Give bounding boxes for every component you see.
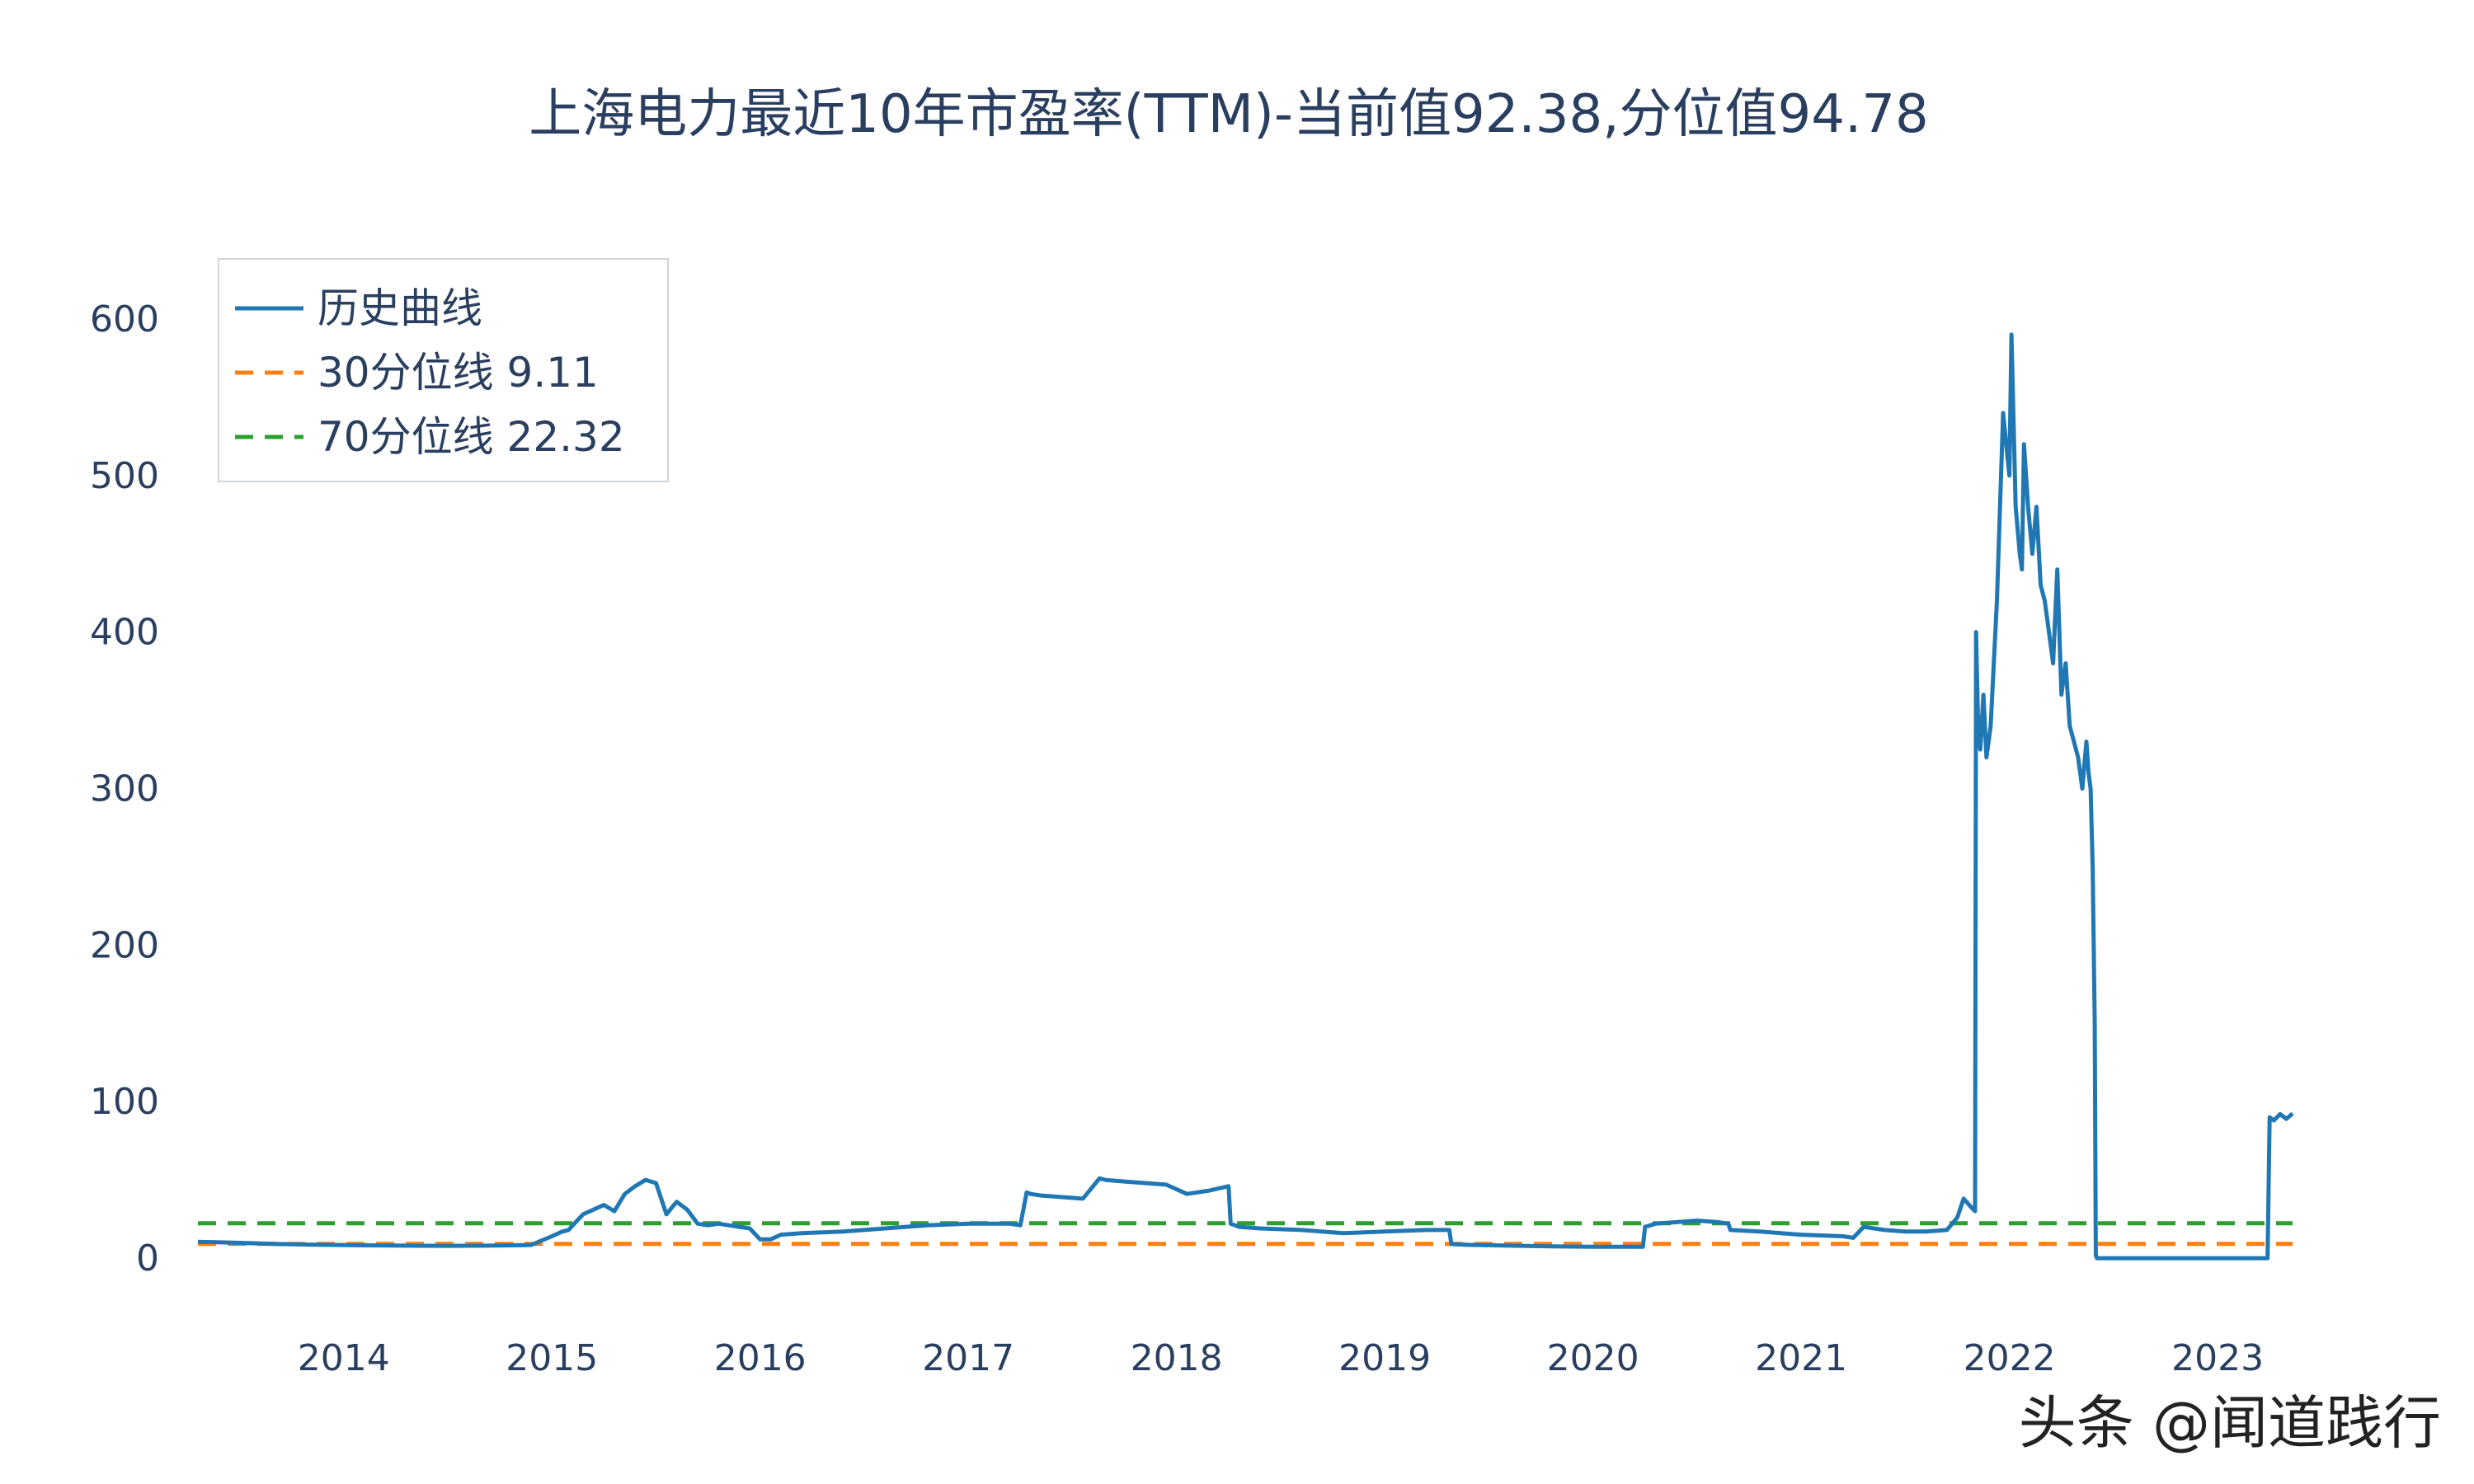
x-tick-label: 2023 bbox=[2171, 1337, 2264, 1379]
y-tick-label: 100 bbox=[90, 1081, 159, 1123]
y-axis: 0 100 200 300 400 500 600 bbox=[90, 298, 159, 1280]
x-axis: 2014 2015 2016 2017 2018 2019 2020 2021 2022 2023 bbox=[298, 1337, 2264, 1379]
legend: 历史曲线 30分位线 9.11 70分位线 22.32 bbox=[218, 258, 669, 482]
x-tick-label: 2017 bbox=[922, 1337, 1014, 1379]
x-tick-label: 2015 bbox=[506, 1337, 598, 1379]
x-tick-label: 2014 bbox=[298, 1337, 390, 1379]
legend-box bbox=[218, 258, 669, 482]
x-tick-label: 2021 bbox=[1755, 1337, 1847, 1379]
y-tick-label: 400 bbox=[90, 612, 159, 654]
legend-label: 历史曲线 bbox=[317, 284, 482, 332]
y-tick-label: 200 bbox=[90, 924, 159, 966]
x-tick-label: 2022 bbox=[1964, 1337, 2056, 1379]
x-tick-label: 2018 bbox=[1131, 1337, 1223, 1379]
y-tick-label: 0 bbox=[136, 1237, 159, 1280]
chart-title: 上海电力最近10年市盈率(TTM)-当前值92.38,分位值94.78 bbox=[529, 84, 1929, 145]
watermark: 头条 @闻道践行 bbox=[2019, 1389, 2441, 1457]
series-line-0 bbox=[197, 332, 2294, 1261]
y-tick-label: 600 bbox=[90, 298, 159, 340]
y-tick-label: 500 bbox=[90, 455, 159, 497]
legend-label: 30分位线 9.11 bbox=[317, 349, 599, 397]
x-tick-label: 2020 bbox=[1547, 1337, 1639, 1379]
legend-label: 70分位线 22.32 bbox=[317, 413, 625, 461]
x-tick-label: 2019 bbox=[1338, 1337, 1431, 1379]
y-tick-label: 300 bbox=[90, 768, 159, 810]
x-tick-label: 2016 bbox=[714, 1337, 807, 1379]
plot-area bbox=[197, 332, 2294, 1261]
